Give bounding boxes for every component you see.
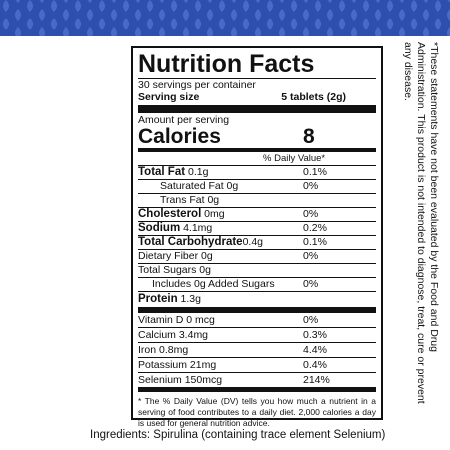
nutrient-row: Trans Fat 0g (138, 194, 376, 208)
thick-divider (138, 307, 376, 313)
nutrient-amount: 0mg (201, 208, 225, 220)
nutrient-name: Trans Fat 0g (160, 194, 220, 206)
nutrient-dv: 0% (303, 208, 319, 220)
micronutrient-dv: 0% (303, 314, 319, 326)
nutrient-dv: 0.2% (303, 222, 327, 234)
nutrient-name: Total Sugars 0g (138, 264, 211, 276)
nutrient-row: Total Fat 0.1g 0.1% (138, 166, 376, 180)
micronutrient-dv: 4.4% (303, 344, 327, 356)
thick-divider (138, 105, 376, 113)
nutrient-amount: 4.1mg (180, 222, 213, 234)
micronutrient-name: Selenium 150mcg (138, 374, 223, 386)
medium-divider (138, 388, 376, 392)
micronutrient-name: Potassium 21mg (138, 359, 217, 371)
calories-value: 8 (303, 125, 315, 148)
nutrient-dv: 0% (303, 180, 319, 192)
micronutrient-name: Iron 0.8mg (138, 344, 189, 356)
nutrient-dv: 0% (303, 250, 319, 262)
nutrition-facts-panel: Nutrition Facts 30 servings per containe… (131, 46, 383, 428)
panel-title: Nutrition Facts (138, 50, 315, 78)
nutrient-name: Total Fat (138, 166, 186, 178)
micronutrient-dv: 214% (303, 374, 330, 386)
micronutrient-name: Calcium 3.4mg (138, 329, 209, 341)
leaf-pattern (0, 0, 450, 36)
micronutrient-row: Vitamin D 0 mcg 0% (138, 313, 376, 328)
serving-size-label: Serving size (138, 91, 200, 103)
nutrient-name: Cholesterol (138, 208, 202, 220)
nutrient-row: Saturated Fat 0g 0% (138, 180, 376, 194)
nutrient-name: Protein (138, 293, 178, 305)
divider (138, 78, 376, 79)
nutrient-amount: 0.4g (242, 236, 264, 248)
micronutrient-row: Potassium 21mg 0.4% (138, 358, 376, 373)
servings-per-container: 30 servings per container (138, 79, 256, 91)
micronutrient-row: Calcium 3.4mg 0.3% (138, 328, 376, 343)
ingredients-text: Ingredients: Spirulina (containing trace… (90, 429, 386, 441)
micronutrient-name: Vitamin D 0 mcg (138, 314, 215, 326)
nutrient-amount: 1.3g (177, 293, 201, 305)
fda-disclaimer: *These statements have not been evaluate… (402, 42, 440, 404)
daily-value-footnote: * The % Daily Value (DV) tells you how m… (138, 396, 376, 428)
calories-row: Calories 8 (138, 126, 376, 148)
medium-divider (138, 148, 376, 152)
serving-size-row: Serving size 5 tablets (2g) (138, 91, 376, 103)
nutrient-row: Total Carbohydrate0.4g 0.1% (138, 236, 376, 250)
nutrient-row: Dietary Fiber 0g 0% (138, 250, 376, 264)
nutrient-name: Includes 0g Added Sugars (152, 278, 275, 290)
nutrient-dv: 0.1% (303, 236, 327, 248)
nutrient-row: Protein 1.3g (138, 292, 376, 307)
nutrient-dv: 0% (303, 278, 319, 290)
micronutrient-row: Iron 0.8mg 4.4% (138, 343, 376, 358)
micronutrient-row: Selenium 150mcg 214% (138, 373, 376, 388)
nutrient-row: Total Sugars 0g (138, 264, 376, 278)
nutrient-row: Sodium 4.1mg 0.2% (138, 222, 376, 236)
calories-label: Calories (138, 125, 221, 148)
divider (138, 165, 376, 166)
micronutrient-dv: 0.4% (303, 359, 327, 371)
amount-per-serving: Amount per serving (138, 114, 230, 126)
nutrient-dv: 0.1% (303, 166, 327, 178)
micronutrient-dv: 0.3% (303, 329, 327, 341)
daily-value-header: % Daily Value* (263, 153, 326, 164)
nutrient-name: Dietary Fiber 0g (138, 250, 213, 262)
serving-size-value: 5 tablets (2g) (281, 91, 346, 103)
nutrient-row: Includes 0g Added Sugars 0% (138, 278, 376, 292)
header-banner (0, 0, 450, 36)
nutrient-row: Cholesterol 0mg 0% (138, 208, 376, 222)
nutrient-name: Sodium (138, 222, 181, 234)
nutrient-name: Saturated Fat 0g (160, 180, 239, 192)
nutrient-name: Total Carbohydrate (138, 236, 243, 248)
nutrient-amount: 0.1g (185, 166, 209, 178)
